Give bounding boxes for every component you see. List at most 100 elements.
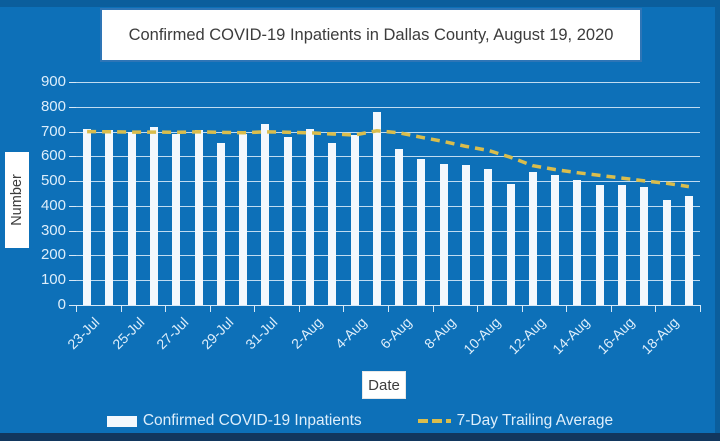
y-tick-300 (69, 230, 76, 232)
bar-6-Aug (395, 148, 404, 305)
y-tick-100 (69, 280, 76, 282)
dashed-line-swatch-icon (417, 419, 451, 423)
y-tick-label-200: 200 (40, 246, 66, 264)
bar-13-Aug (551, 174, 560, 305)
bar-3-Aug (328, 142, 337, 305)
y-tick-label-600: 600 (40, 147, 66, 165)
y-tick-900 (69, 82, 76, 83)
bar-8-Aug (439, 163, 448, 305)
chart-title-text: Confirmed COVID-19 Inpatients in Dallas … (128, 25, 614, 44)
gridline-500 (76, 181, 700, 183)
x-tick-3 (209, 305, 211, 312)
x-tick-label-12-Aug: 12-Aug (504, 314, 549, 358)
bar-26-Jul (150, 126, 158, 305)
legend-item-trailing-average: 7-Day Trailing Average (417, 412, 614, 430)
x-tick-1 (120, 305, 122, 312)
y-tick-label-800: 800 (40, 97, 66, 115)
bar-16-Aug (618, 184, 626, 305)
x-tick-label-16-Aug: 16-Aug (594, 314, 638, 358)
bar-19-Aug (684, 195, 693, 305)
bar-14-Aug (573, 179, 582, 305)
x-axis-line (69, 305, 700, 306)
bar-18-Aug (662, 199, 671, 305)
y-tick-800 (69, 106, 76, 108)
bar-30-Jul (239, 134, 248, 305)
x-tick-label-2-Aug: 2-Aug (287, 314, 326, 352)
y-tick-label-400: 400 (40, 196, 66, 214)
x-tick-label-23-Jul: 23-Jul (64, 314, 103, 353)
y-axis-title-text: Number (9, 174, 26, 226)
y-tick-400 (69, 205, 76, 207)
bar-23-Jul (83, 129, 92, 305)
bar-4-Aug (350, 135, 359, 305)
x-tick-label-25-Jul: 25-Jul (108, 314, 148, 353)
bar-11-Aug (506, 183, 515, 305)
y-tick-600 (69, 156, 76, 158)
x-tick-label-6-Aug: 6-Aug (376, 314, 415, 352)
gridline-100 (76, 280, 700, 282)
bar-25-Jul (127, 131, 136, 305)
y-tick-700 (69, 131, 76, 133)
x-tick-label-8-Aug: 8-Aug (421, 314, 460, 352)
bar-27-Jul (172, 134, 181, 305)
x-tick-label-14-Aug: 14-Aug (549, 314, 593, 358)
x-tick-5 (298, 305, 300, 312)
bar-7-Aug (417, 158, 426, 305)
bar-5-Aug (372, 111, 381, 305)
bar-1-Aug (283, 136, 292, 305)
x-tick-label-18-Aug: 18-Aug (638, 314, 682, 358)
bar-31-Jul (261, 124, 270, 305)
bar-9-Aug (462, 165, 470, 305)
x-tick-label-29-Jul: 29-Jul (197, 314, 237, 353)
gridline-300 (76, 230, 700, 232)
x-tick-label-31-Jul: 31-Jul (242, 314, 281, 353)
x-axis-title-text: Date (368, 376, 400, 394)
x-tick-7 (388, 305, 389, 312)
x-tick-0 (76, 305, 77, 312)
x-tick-13 (655, 305, 657, 312)
y-tick-500 (69, 181, 76, 183)
bar-2-Aug (306, 129, 314, 305)
right-border-strip (715, 0, 720, 441)
trailing-average-line (87, 129, 690, 189)
legend: Confirmed COVID-19 Inpatients 7-Day Trai… (0, 409, 720, 433)
bottom-border-strip (0, 433, 720, 441)
bar-10-Aug (484, 168, 493, 305)
x-tick-6 (343, 305, 345, 312)
gridline-600 (76, 156, 700, 158)
chart-title: Confirmed COVID-19 Inpatients in Dallas … (100, 8, 642, 62)
x-tick-8 (432, 305, 434, 312)
y-tick-label-700: 700 (40, 122, 66, 140)
y-tick-label-300: 300 (40, 221, 66, 239)
top-border-strip (0, 0, 720, 7)
bar-series-label: Confirmed COVID-19 Inpatients (142, 412, 362, 429)
x-tick-label-4-Aug: 4-Aug (332, 314, 370, 352)
x-tick-2 (165, 305, 167, 312)
x-tick-label-27-Jul: 27-Jul (153, 314, 192, 353)
x-tick-label-10-Aug: 10-Aug (460, 314, 504, 358)
y-tick-label-100: 100 (40, 271, 66, 289)
x-tick-4 (254, 305, 256, 312)
y-tick-label-0: 0 (57, 296, 66, 313)
x-axis-title: Date (362, 371, 406, 399)
gridline-900 (76, 82, 700, 83)
bar-15-Aug (595, 184, 604, 305)
bar-29-Jul (216, 142, 225, 305)
x-tick-12 (610, 305, 612, 312)
x-tick-14 (700, 305, 701, 312)
y-tick-label-900: 900 (40, 73, 66, 90)
y-tick-label-500: 500 (40, 172, 66, 190)
x-tick-10 (521, 305, 523, 312)
bar-17-Aug (640, 187, 649, 305)
bar-series-swatch-icon (106, 415, 137, 427)
y-axis-title: Number (5, 152, 29, 248)
line-series-label: 7-Day Trailing Average (456, 412, 614, 429)
bar-28-Jul (194, 130, 203, 305)
bar-12-Aug (528, 172, 537, 305)
x-tick-11 (566, 305, 568, 312)
legend-item-inpatients: Confirmed COVID-19 Inpatients (106, 412, 362, 430)
bar-24-Jul (105, 130, 114, 305)
gridline-400 (76, 205, 700, 207)
gridline-800 (76, 106, 700, 108)
